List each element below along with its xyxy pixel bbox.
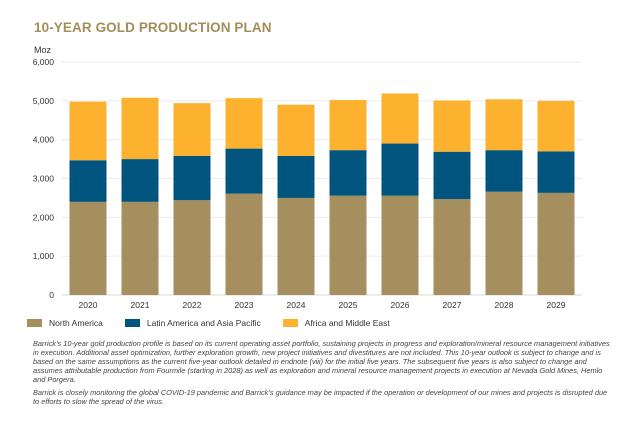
bar-segment-africa-and-middle-east-2023: [225, 98, 263, 149]
bar-segment-africa-and-middle-east-2025: [329, 100, 367, 151]
x-tick-label: 2023: [235, 300, 254, 310]
x-tick-label: 2029: [547, 300, 566, 310]
y-tick-label: 3,000: [33, 174, 55, 184]
bar-stack-2022: [173, 103, 211, 295]
x-tick-label: 2020: [79, 300, 98, 310]
bar-segment-africa-and-middle-east-2021: [121, 97, 159, 160]
chart-title: 10-YEAR GOLD PRODUCTION PLAN: [34, 20, 272, 35]
legend-swatch-north-america: [27, 319, 42, 327]
bar-stack-2029: [537, 100, 575, 295]
bar-segment-north-america-2025: [329, 195, 367, 295]
bar-segment-north-america-2029: [537, 192, 575, 295]
legend-swatch-africa-middle-east: [282, 319, 298, 327]
legend-label: Latin America and Asia Pacific: [146, 318, 261, 328]
bar-segment-latin-america-and-asia-pacific-2029: [537, 151, 575, 193]
y-axis-unit-label: Moz: [34, 45, 52, 55]
x-tick-label: 2027: [443, 300, 462, 310]
bar-segment-latin-america-and-asia-pacific-2027: [433, 151, 471, 200]
bar-segment-north-america-2021: [121, 201, 159, 295]
legend-label: Africa and Middle East: [304, 318, 390, 328]
y-tick-label: 5,000: [33, 96, 55, 106]
bar-segment-north-america-2022: [173, 200, 211, 295]
legend-item-north-america: North America: [27, 318, 103, 328]
x-axis-ticks: 2020 2021 2022 2023 2024 2025 2026 2027 2028 2029: [79, 300, 566, 310]
bar-segment-latin-america-and-asia-pacific-2026: [381, 143, 419, 196]
x-tick-label: 2022: [183, 300, 202, 310]
x-tick-label: 2026: [391, 300, 410, 310]
bar-stack-2020: [69, 101, 107, 295]
bar-stack-2024: [277, 104, 315, 295]
legend-item-latin-america-asia-pacific: Latin America and Asia Pacific: [124, 318, 261, 328]
bar-segment-latin-america-and-asia-pacific-2028: [485, 150, 523, 192]
y-tick-label: 2,000: [33, 212, 55, 222]
x-tick-label: 2024: [287, 300, 306, 310]
y-tick-label: 6,000: [33, 57, 55, 67]
bar-stack-2027: [433, 100, 471, 295]
bar-segment-africa-and-middle-east-2022: [173, 103, 211, 156]
bar-stack-2025: [329, 100, 367, 295]
bar-segment-latin-america-and-asia-pacific-2021: [121, 159, 159, 202]
legend: North America Latin America and Asia Pac…: [27, 318, 412, 328]
x-tick-label: 2025: [339, 300, 358, 310]
footnote-production-profile: Barrick’s 10-year gold production profil…: [33, 339, 610, 384]
bar-segment-africa-and-middle-east-2026: [381, 93, 419, 144]
bar-segment-latin-america-and-asia-pacific-2020: [69, 160, 107, 202]
y-tick-label: 0: [49, 290, 54, 300]
legend-swatch-latin-america-asia-pacific: [124, 319, 140, 327]
bar-segment-africa-and-middle-east-2029: [537, 100, 575, 152]
bar-segment-north-america-2027: [433, 199, 471, 295]
y-axis-ticks: 0 1,000 2,000 3,000 4,000 5,000 6,000: [33, 57, 55, 300]
bar-stack-2026: [381, 93, 419, 295]
bar-segment-north-america-2020: [69, 201, 107, 295]
bar-stack-2023: [225, 98, 263, 295]
legend-label: North America: [49, 318, 103, 328]
bar-stack-2028: [485, 99, 523, 295]
bar-stack-2021: [121, 97, 159, 295]
bar-segment-latin-america-and-asia-pacific-2023: [225, 148, 263, 194]
bar-segment-north-america-2023: [225, 193, 263, 295]
bar-segment-africa-and-middle-east-2028: [485, 99, 523, 151]
legend-item-africa-middle-east: Africa and Middle East: [282, 318, 390, 328]
bar-segment-africa-and-middle-east-2024: [277, 104, 315, 156]
bar-segment-latin-america-and-asia-pacific-2022: [173, 155, 211, 201]
footnote-covid: Barrick is closely monitoring the global…: [33, 388, 608, 406]
bar-segment-north-america-2024: [277, 197, 315, 295]
bar-segment-latin-america-and-asia-pacific-2025: [329, 150, 367, 196]
bar-segment-latin-america-and-asia-pacific-2024: [277, 155, 315, 198]
y-tick-label: 4,000: [33, 135, 55, 145]
x-tick-label: 2021: [131, 300, 150, 310]
bar-segment-africa-and-middle-east-2020: [69, 101, 107, 161]
x-tick-label: 2028: [495, 300, 514, 310]
bars: [69, 93, 575, 295]
bar-segment-north-america-2028: [485, 191, 523, 295]
bar-segment-north-america-2026: [381, 195, 419, 295]
footnotes: Barrick’s 10-year gold production profil…: [33, 339, 613, 410]
y-tick-label: 1,000: [33, 251, 55, 261]
bar-segment-africa-and-middle-east-2027: [433, 100, 471, 152]
